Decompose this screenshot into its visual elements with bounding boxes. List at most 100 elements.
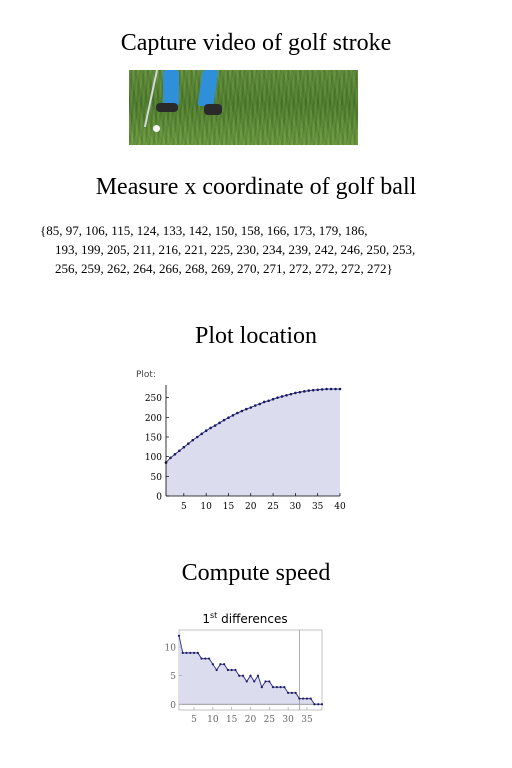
speed-point [196,651,199,654]
speed-chart-title: 1st differences [160,611,330,626]
speed-point [317,703,320,706]
speed-point [309,697,312,700]
location-point [182,445,186,449]
location-point [267,399,270,403]
location-y-tick-label: 50 [151,473,163,483]
golfer-left-shoe [156,103,178,112]
location-point [187,442,190,445]
speed-point [271,686,275,689]
heading-compute-speed: Compute speed [181,560,331,586]
speed-point [260,686,263,689]
speed-x-tick-label: 25 [264,715,276,723]
location-point [204,429,208,432]
speed-point [200,657,203,660]
location-x-tick-label: 5 [181,502,187,512]
speed-point [234,668,237,672]
golf-stroke-video-frame [129,70,358,145]
location-point [338,387,342,391]
location-point [222,418,226,422]
data-line-2: 193, 199, 205, 211, 216, 221, 225, 230, … [55,242,416,257]
speed-point [215,668,218,672]
speed-point [302,697,305,700]
location-point [191,438,195,442]
location-point [200,432,203,436]
speed-point [245,680,248,683]
location-point [173,453,177,456]
golf-ball [153,125,160,132]
speed-y-tick-label: 10 [165,644,177,654]
speed-point [320,703,324,706]
speed-title-sup: st [210,611,218,620]
speed-point [279,686,282,689]
speed-point [287,691,290,694]
speed-point [275,686,278,689]
plot-output-label: Plot: [136,370,156,380]
speed-point [211,663,214,666]
speed-point [264,680,267,683]
speed-point [230,668,233,672]
location-point [236,411,239,415]
speed-point [313,703,316,706]
location-point [320,388,324,391]
speed-point [256,674,260,677]
speed-point [177,634,181,637]
speed-plot: 1st differences 0 5 10 5 10 15 20 25 30 35 [160,608,330,725]
location-point [294,391,297,395]
location-point [178,449,181,453]
location-point [218,421,221,425]
heading-capture-video: Capture video of golf stroke [120,30,392,56]
speed-point [268,680,271,683]
location-point [195,435,199,439]
location-point [258,402,261,406]
location-y-tick-label: 200 [145,414,162,424]
location-point [276,396,279,399]
speed-point [249,674,252,677]
location-point [316,388,319,392]
location-point [169,456,172,460]
location-x-tick-label: 35 [312,502,324,512]
speed-point [192,651,196,654]
location-series-line [165,388,340,463]
location-y-tick-label: 150 [145,433,162,443]
speed-point [238,674,241,677]
speed-title-number: 1 [202,612,210,626]
speed-point [185,651,188,654]
location-area-fill [166,389,340,496]
location-point [311,388,315,392]
location-y-tick-label: 250 [145,394,162,404]
location-point [307,389,311,392]
location-y-tick-label: 0 [156,493,162,503]
location-point [253,404,257,407]
golfer-right-shoe [204,104,222,115]
location-y-tick-label: 100 [145,453,162,463]
speed-point [226,668,230,672]
speed-point [189,651,192,654]
location-chart-svg: 0 50 100 150 200 250 5 10 15 20 25 30 35 40 [145,385,346,512]
speed-x-tick-label: 5 [191,715,197,723]
location-x-tick-label: 15 [223,502,235,512]
speed-point [181,651,184,654]
speed-point [294,691,297,694]
location-x-tick-label: 10 [200,502,212,512]
speed-area-fill [179,635,322,705]
location-point [213,424,217,427]
speed-point [241,674,245,677]
speed-point [223,663,226,666]
speed-point [290,691,293,694]
location-plot: Plot: 0 50 100 150 200 250 5 10 15 20 25 30 35 40 [136,369,348,519]
data-line-3: 256, 259, 262, 264, 266, 268, 269, 270, … [55,261,393,276]
speed-point [253,680,256,683]
location-point [303,390,306,393]
speed-chart-svg: 0 5 10 5 10 15 20 25 30 35 [165,629,324,725]
location-point [285,393,288,397]
location-point [325,387,328,391]
location-point [245,407,248,411]
location-point [289,392,293,396]
golfer-left-leg [163,70,179,106]
speed-x-tick-label: 30 [282,715,294,723]
location-point [227,416,230,420]
speed-point [208,657,211,660]
location-point [209,426,212,430]
speed-point [283,686,286,689]
speed-point [298,697,301,700]
